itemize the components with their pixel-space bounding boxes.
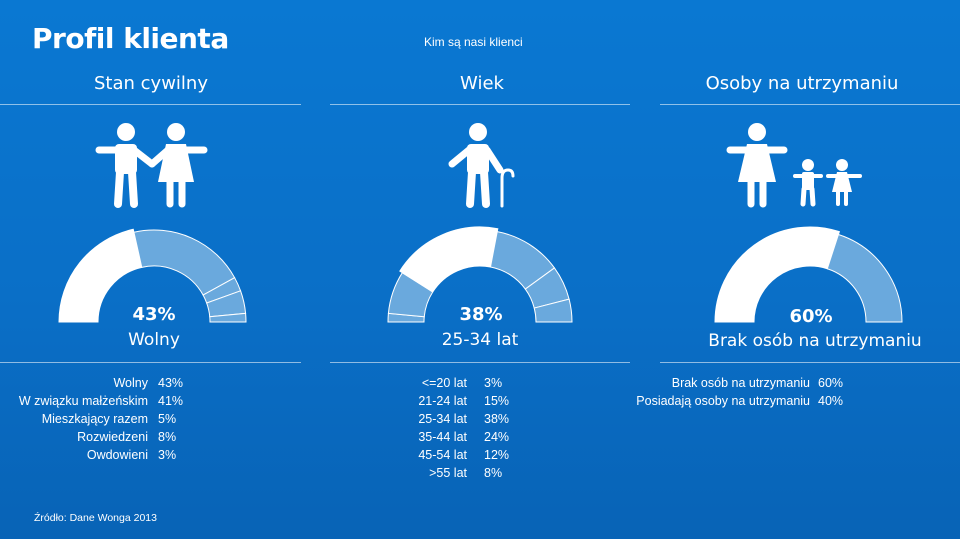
parent-with-children-icon [726,123,862,208]
highlight-label: 25-34 lat [441,330,519,350]
source-note: Źródło: Dane Wonga 2013 [34,512,157,524]
legend-label: Owdowieni [86,448,148,462]
gauge-segment [714,226,840,323]
legend-row: Owdowieni 3% [0,448,300,466]
legend: <=20 lat 3% 21-24 lat 15% 25-34 lat 38% 35-44 … [330,376,630,484]
legend: Wolny 43% W związku małżeńskim 41% Mieszkają… [0,376,300,466]
legend-value: 15% [484,394,510,408]
legend-row: Wolny 43% [0,376,300,394]
chart-title: Wiek [460,73,504,94]
legend-row: 21-24 lat 15% [330,394,630,412]
legend-label: 25-34 lat [418,412,467,426]
legend-value: 8% [484,466,503,480]
legend-value: 3% [484,376,503,390]
legend-value: 12% [484,448,510,462]
divider-bottom [330,362,630,363]
legend-label: <=20 lat [421,376,467,390]
gauge-segment [533,298,573,323]
highlight-value: 60% [789,306,833,327]
legend-value: 38% [484,412,510,426]
legend-row: 35-44 lat 24% [330,430,630,448]
gauge-chart [714,226,903,323]
divider-top [0,104,301,105]
legend-value: 43% [158,376,184,390]
legend-row: Mieszkający razem 5% [0,412,300,430]
legend-label: 21-24 lat [418,394,467,408]
gauge-segment [826,233,903,323]
legend-value: 41% [158,394,184,408]
legend-label: Rozwiedzeni [77,430,148,444]
legend-label: Brak osób na utrzymaniu [671,376,810,390]
legend-row: Posiadają osoby na utrzymaniu 40% [636,394,960,412]
gauge-segment [133,229,236,296]
legend-label: 45-54 lat [418,448,467,462]
legend-label: Posiadają osoby na utrzymaniu [636,394,810,408]
highlight-value: 43% [132,304,176,325]
page-subtitle: Kim są nasi klienci [424,35,523,49]
legend-label: 35-44 lat [418,430,467,444]
legend: Brak osób na utrzymaniu 60% Posiadają osob… [636,376,960,412]
legend-label: Mieszkający razem [41,412,148,426]
page-title: Profil klienta [32,22,229,55]
highlight-label: Wolny [128,330,180,350]
legend-value: 40% [818,394,844,408]
highlight-value: 38% [459,304,503,325]
legend-row: 25-34 lat 38% [330,412,630,430]
couple-icon [95,123,208,208]
legend-row: Brak osób na utrzymaniu 60% [660,376,960,394]
gauge-segment [209,312,247,323]
highlight-label: Brak osób na utrzymaniu [708,331,922,351]
legend-row: 45-54 lat 12% [330,448,630,466]
legend-value: 8% [158,430,177,444]
legend-value: 5% [158,412,177,426]
divider-bottom [660,362,960,363]
elderly-person-with-cane-icon [448,123,515,208]
divider-top [330,104,630,105]
gauge-segment [58,228,143,323]
legend-label: Wolny [113,376,148,390]
gauge-chart [58,228,247,323]
legend-row: Rozwiedzeni 8% [0,430,300,448]
divider-bottom [0,362,301,363]
gauge-segment [399,226,499,293]
legend-value: 60% [818,376,844,390]
chart-title: Stan cywilny [94,73,208,94]
chart-title: Osoby na utrzymaniu [705,73,899,94]
legend-row: >55 lat 8% [330,466,630,484]
legend-row: W związku małżeńskim 41% [0,394,300,412]
legend-label: W związku małżeńskim [18,394,148,408]
legend-value: 24% [484,430,510,444]
legend-value: 3% [158,448,177,462]
legend-label: >55 lat [429,466,467,480]
legend-row: <=20 lat 3% [330,376,630,394]
gauge-chart [387,226,573,323]
divider-top [660,104,960,105]
